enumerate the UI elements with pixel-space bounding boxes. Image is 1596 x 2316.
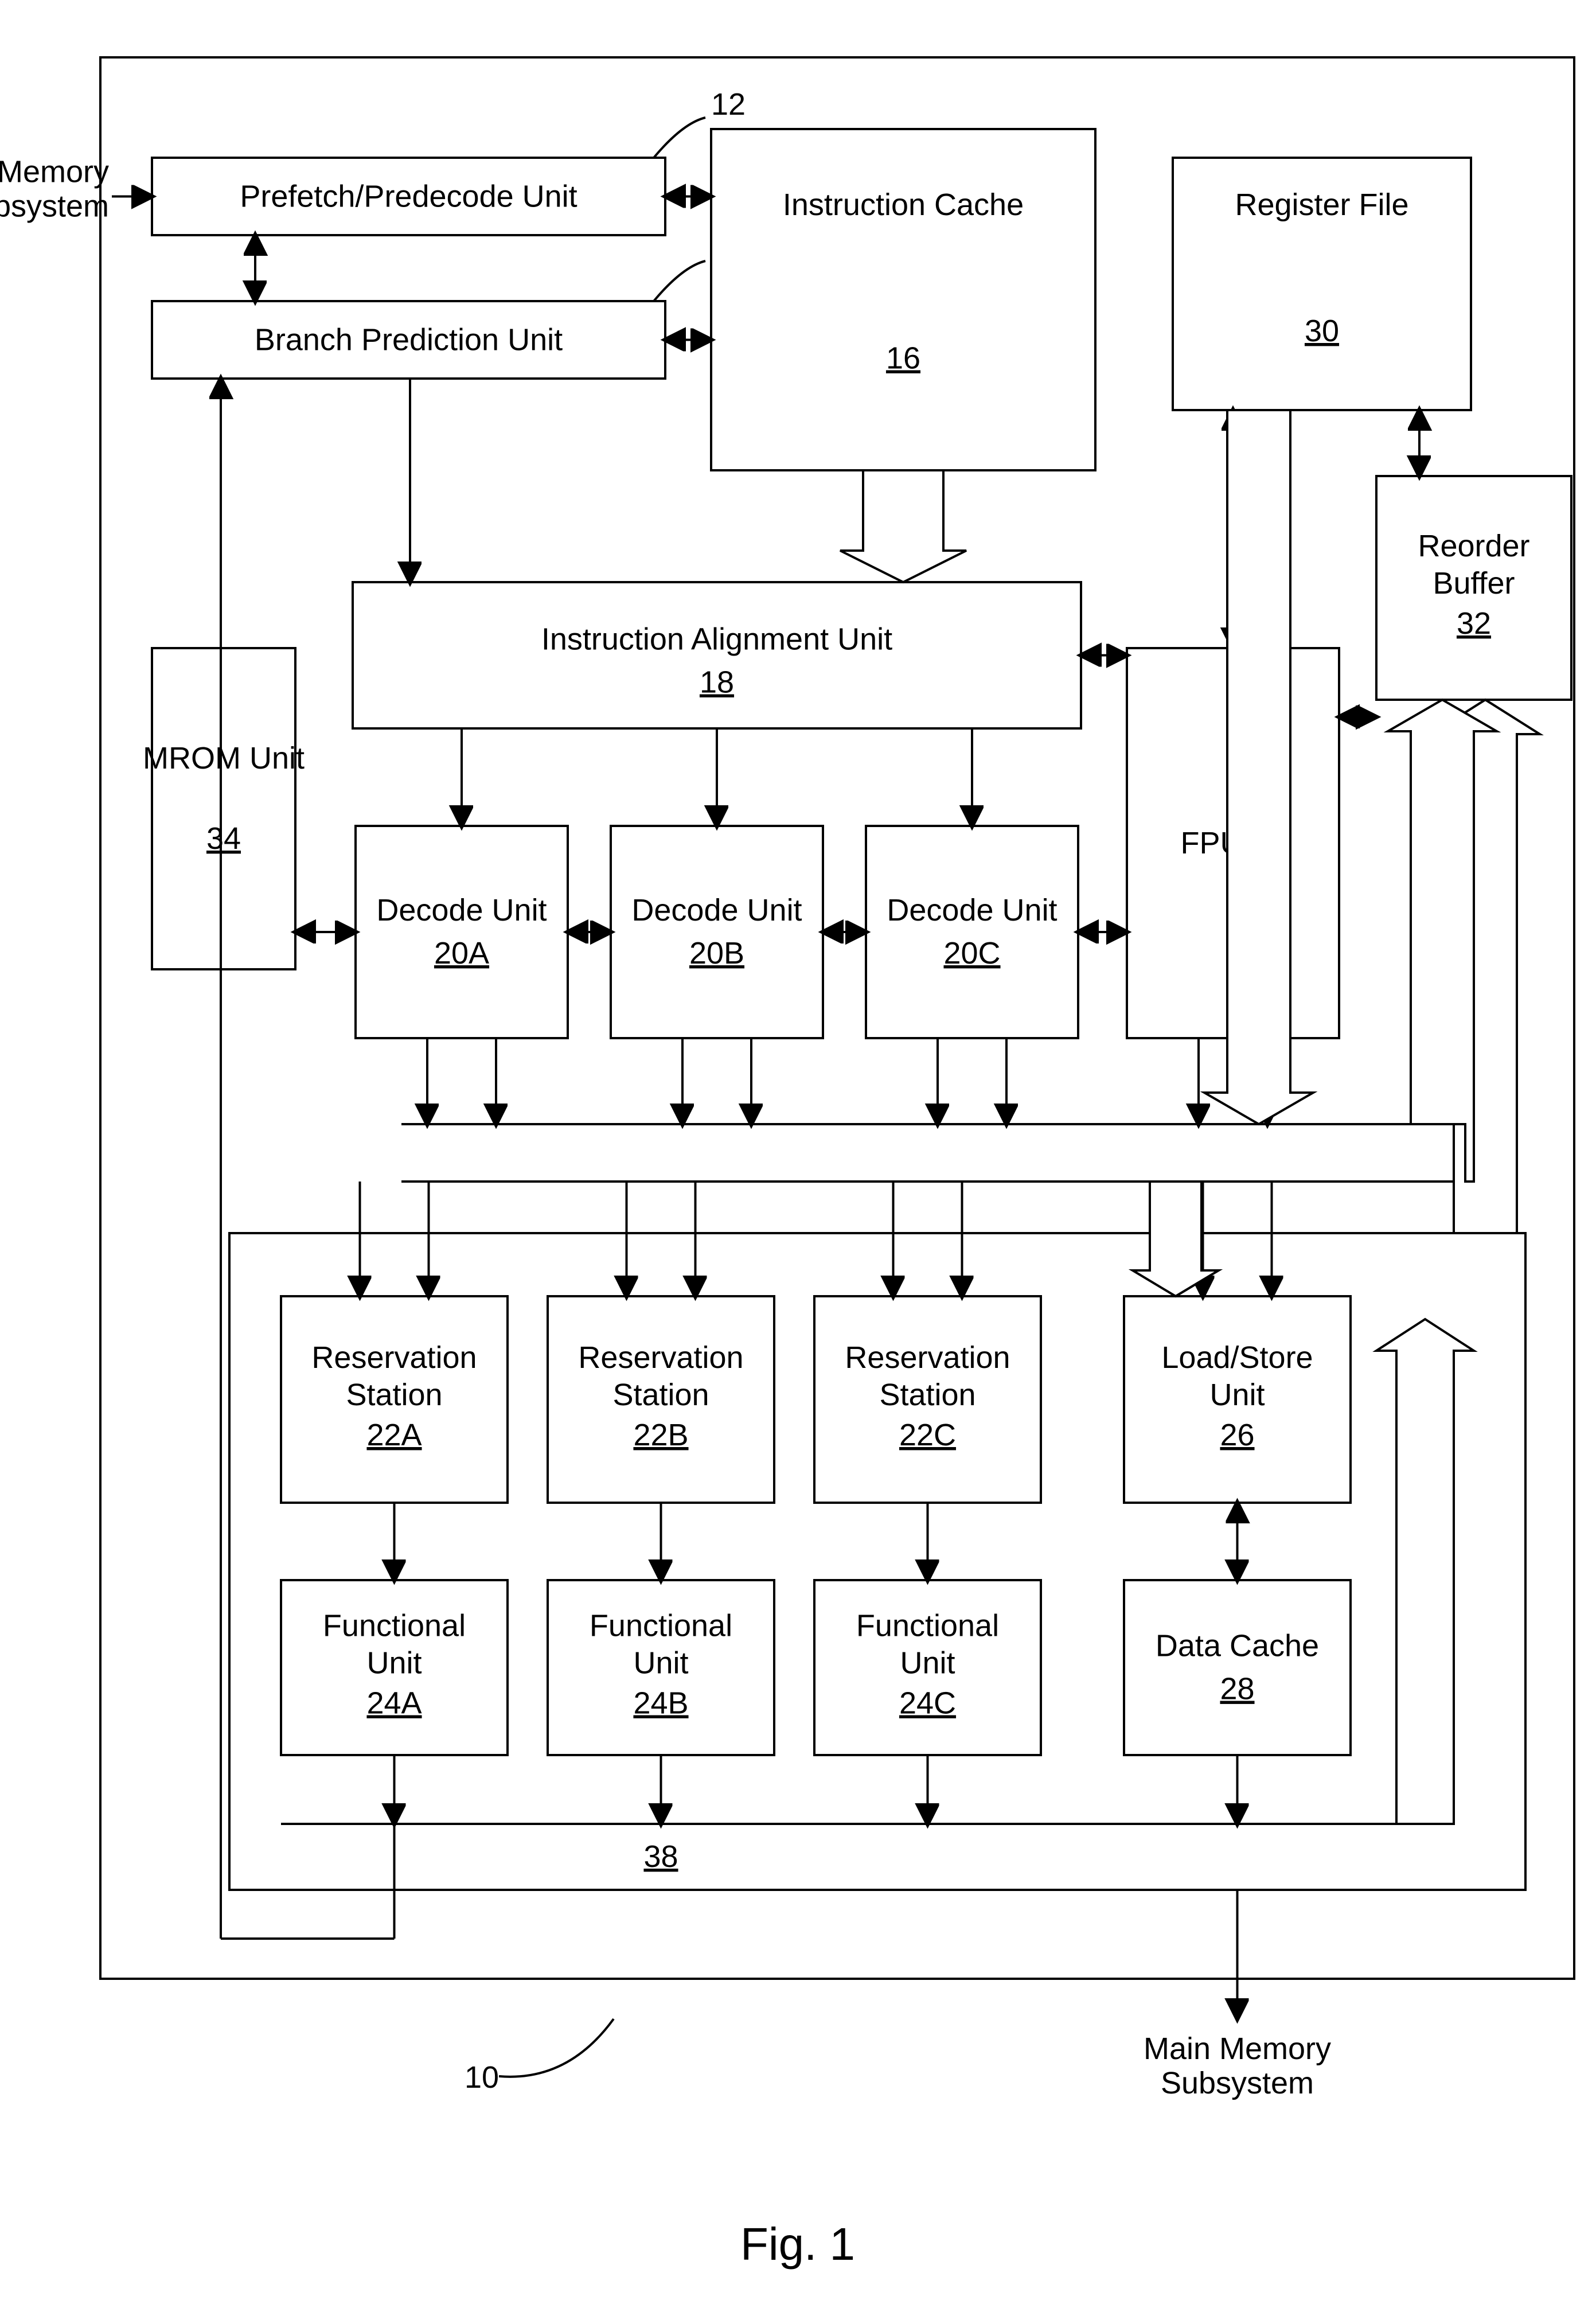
svg-text:Unit: Unit: [366, 1646, 422, 1681]
svg-text:16: 16: [886, 341, 920, 376]
svg-text:Unit: Unit: [900, 1646, 955, 1681]
svg-text:24A: 24A: [366, 1686, 422, 1721]
figure-label: Fig. 1: [740, 2218, 855, 2270]
block-dec_b: Decode Unit 20B: [611, 826, 823, 1038]
svg-text:Unit: Unit: [633, 1646, 688, 1681]
svg-text:30: 30: [1305, 314, 1339, 348]
svg-text:Buffer: Buffer: [1433, 566, 1515, 601]
svg-text:Main Memory: Main Memory: [0, 155, 109, 189]
svg-text:Decode Unit: Decode Unit: [887, 893, 1057, 927]
svg-text:Branch Prediction Unit: Branch Prediction Unit: [255, 323, 563, 357]
block-dec_a: Decode Unit 20A: [356, 826, 568, 1038]
svg-text:Instruction Cache: Instruction Cache: [783, 188, 1024, 222]
svg-text:Decode Unit: Decode Unit: [376, 893, 547, 927]
svg-text:28: 28: [1220, 1672, 1254, 1706]
block-res_a: ReservationStation 22A: [281, 1296, 508, 1503]
svg-text:20B: 20B: [689, 936, 744, 970]
svg-text:22A: 22A: [366, 1418, 422, 1452]
svg-text:Main Memory: Main Memory: [1144, 2032, 1331, 2066]
svg-text:34: 34: [206, 821, 241, 856]
svg-text:20C: 20C: [943, 936, 1000, 970]
block-loadstore: Load/StoreUnit 26: [1124, 1296, 1351, 1503]
svg-text:18: 18: [700, 665, 734, 700]
block-align: Instruction Alignment Unit 18: [353, 582, 1081, 728]
svg-text:26: 26: [1220, 1418, 1254, 1452]
svg-text:Load/Store: Load/Store: [1161, 1340, 1313, 1375]
svg-text:38: 38: [643, 1839, 678, 1874]
block-res_c: ReservationStation 22C: [814, 1296, 1041, 1503]
svg-text:Register File: Register File: [1235, 188, 1408, 222]
svg-text:Reservation: Reservation: [578, 1340, 743, 1375]
block-icache: Instruction Cache 16: [711, 129, 1095, 470]
svg-text:Unit: Unit: [1209, 1378, 1265, 1412]
block-fu_b: FunctionalUnit 24B: [548, 1580, 774, 1755]
svg-text:Reservation: Reservation: [311, 1340, 477, 1375]
svg-text:Subsystem: Subsystem: [0, 189, 109, 224]
svg-text:22B: 22B: [633, 1418, 688, 1452]
svg-text:Decode Unit: Decode Unit: [631, 893, 802, 927]
svg-text:Instruction Alignment Unit: Instruction Alignment Unit: [541, 622, 892, 657]
svg-text:12: 12: [711, 87, 746, 122]
svg-text:MROM Unit: MROM Unit: [143, 741, 305, 775]
svg-text:Functional: Functional: [323, 1609, 466, 1643]
svg-text:Station: Station: [879, 1378, 975, 1412]
svg-text:Reservation: Reservation: [845, 1340, 1010, 1375]
block-dcache: Data Cache 28: [1124, 1580, 1351, 1755]
block-reorder: ReorderBuffer 32: [1376, 476, 1571, 700]
svg-text:22C: 22C: [899, 1418, 956, 1452]
svg-text:Subsystem: Subsystem: [1161, 2066, 1314, 2100]
svg-text:24B: 24B: [633, 1686, 688, 1721]
svg-text:Functional: Functional: [590, 1609, 732, 1643]
svg-text:24C: 24C: [899, 1686, 956, 1721]
block-mrom: MROM Unit 34: [143, 648, 305, 969]
svg-text:10: 10: [465, 2060, 499, 2095]
svg-text:Station: Station: [346, 1378, 442, 1412]
block-fu_c: FunctionalUnit 24C: [814, 1580, 1041, 1755]
block-fu_a: FunctionalUnit 24A: [281, 1580, 508, 1755]
svg-text:32: 32: [1457, 606, 1491, 641]
svg-text:20A: 20A: [434, 936, 489, 970]
svg-text:Reorder: Reorder: [1418, 529, 1529, 563]
block-res_b: ReservationStation 22B: [548, 1296, 774, 1503]
block-dec_c: Decode Unit 20C: [866, 826, 1078, 1038]
svg-text:Station: Station: [612, 1378, 709, 1412]
svg-text:Data Cache: Data Cache: [1156, 1629, 1319, 1663]
svg-text:Functional: Functional: [856, 1609, 999, 1643]
svg-text:Prefetch/Predecode Unit: Prefetch/Predecode Unit: [240, 180, 577, 214]
block-regfile: Register File 30: [1173, 158, 1471, 410]
diagram-cpu-microarch: Prefetch/Predecode Unit 12 Branch Predicti…: [0, 0, 1596, 2316]
ref-marker-10: 10: [465, 2019, 614, 2095]
